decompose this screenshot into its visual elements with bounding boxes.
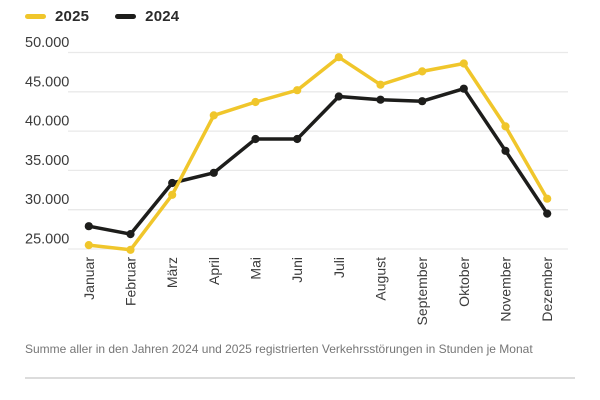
- point-2025-Juli: [334, 53, 343, 62]
- legend-item-2024: 2024: [115, 8, 179, 25]
- y-tick-label-30000: 30.000: [25, 192, 69, 208]
- line-chart: 50.000 45.000 40.000 35.000 30.000 25.000 Janu…: [25, 35, 568, 326]
- x-label-März: März: [164, 257, 180, 288]
- point-2024-September: [418, 97, 427, 106]
- x-label-Dezember: Dezember: [539, 257, 555, 322]
- x-label-Juli: Juli: [331, 257, 347, 278]
- bottom-divider: [25, 377, 575, 379]
- point-2024-März: [168, 178, 177, 188]
- point-2024-Februar: [126, 230, 135, 239]
- y-tick-label-25000: 25.000: [25, 232, 69, 248]
- y-tick-label-35000: 35.000: [25, 153, 69, 169]
- point-2025-Januar: [84, 241, 93, 250]
- point-2025-September: [418, 67, 427, 76]
- legend-swatch-2024-icon: [115, 14, 137, 19]
- chart-legend: 2025 2024: [25, 8, 179, 25]
- point-2024-Januar: [84, 222, 93, 231]
- point-2025-Oktober: [459, 59, 468, 68]
- point-2025-April: [209, 111, 218, 120]
- chart-caption: Summe aller in den Jahren 2024 und 2025 …: [25, 342, 533, 356]
- point-2025-Mai: [251, 97, 260, 107]
- legend-swatch-2025-icon: [25, 14, 46, 19]
- point-2024-Mai: [251, 134, 260, 144]
- point-2024-Juli: [334, 92, 343, 101]
- series-line-2025: [87, 55, 549, 252]
- series-line-2024: [87, 86, 549, 236]
- point-2025-August: [376, 80, 385, 89]
- y-tick-label-50000: 50.000: [25, 35, 69, 51]
- point-2024-Juni: [293, 134, 302, 144]
- point-2025-Februar: [126, 245, 135, 254]
- point-2024-Dezember: [543, 209, 552, 218]
- y-tick-label-40000: 40.000: [25, 114, 69, 130]
- x-label-Mai: Mai: [248, 257, 264, 280]
- x-label-Februar: Februar: [123, 257, 139, 306]
- legend-label-2025: 2025: [55, 8, 90, 25]
- point-2025-Juni: [293, 86, 302, 95]
- point-2024-November: [501, 146, 510, 155]
- point-2025-März: [168, 190, 177, 199]
- x-label-April: April: [206, 257, 222, 285]
- x-label-Oktober: Oktober: [456, 257, 472, 307]
- x-label-Juni: Juni: [289, 257, 305, 283]
- y-tick-label-45000: 45.000: [25, 74, 69, 90]
- legend-label-2024: 2024: [145, 8, 180, 25]
- point-2024-August: [376, 95, 385, 104]
- x-label-Januar: Januar: [81, 257, 97, 300]
- point-2025-November: [501, 122, 510, 131]
- x-label-September: September: [414, 257, 430, 326]
- point-2024-April: [209, 168, 218, 177]
- point-2024-Oktober: [459, 84, 468, 93]
- x-label-November: November: [498, 257, 514, 322]
- point-2025-Dezember: [543, 194, 552, 203]
- legend-item-2025: 2025: [25, 8, 89, 25]
- x-label-August: August: [373, 257, 389, 301]
